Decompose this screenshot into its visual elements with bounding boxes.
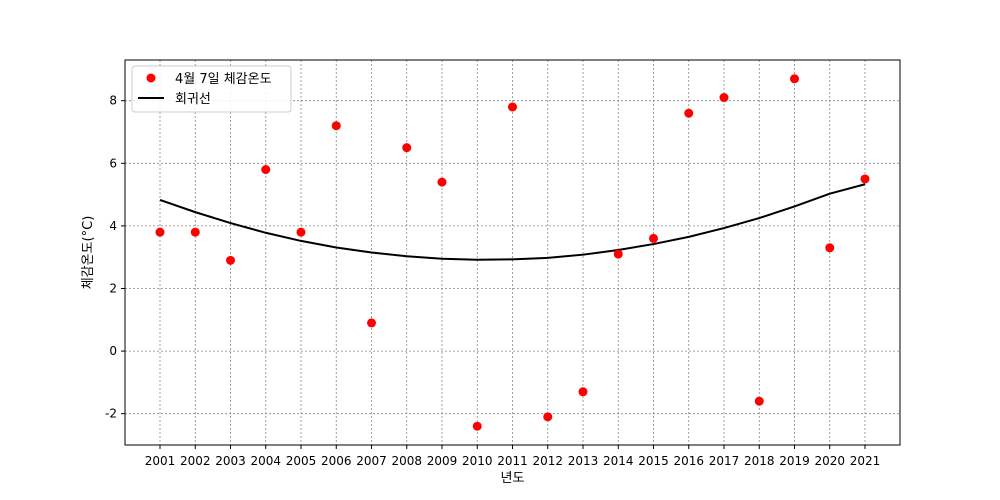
x-tick-label: 2016 (673, 454, 704, 468)
data-point (190, 227, 200, 237)
scatter-series (155, 74, 870, 431)
data-point (860, 174, 870, 184)
x-tick-label: 2005 (286, 454, 317, 468)
data-point (719, 93, 729, 103)
x-tick-label: 2014 (603, 454, 634, 468)
legend-marker-scatter (146, 73, 156, 83)
data-point (155, 227, 165, 237)
data-point (296, 227, 306, 237)
y-tick-label: 8 (109, 94, 117, 108)
y-tick-label: -2 (105, 407, 117, 421)
regression-line (159, 183, 866, 261)
x-tick-label: 2021 (850, 454, 881, 468)
legend-label-line: 회귀선 (175, 92, 211, 107)
y-tick-label: 2 (109, 281, 117, 295)
plot-frame (124, 59, 901, 446)
data-point (437, 177, 447, 187)
x-tick-label: 2019 (779, 454, 810, 468)
y-tick-label: 6 (109, 156, 117, 170)
legend-label-scatter: 4월 7일 체감온도 (175, 72, 272, 87)
data-point (790, 74, 799, 84)
data-point (261, 165, 271, 175)
data-point (649, 233, 658, 243)
data-point (226, 255, 235, 265)
x-tick-label: 2003 (215, 454, 246, 468)
data-point (331, 121, 341, 131)
x-tick-label: 2018 (744, 454, 775, 468)
y-axis-ticks: -2 0 2 4 6 8 (105, 94, 125, 421)
data-point (578, 387, 588, 397)
legend-box (131, 65, 292, 113)
y-tick-label: 4 (109, 219, 117, 233)
data-point (684, 108, 694, 118)
x-tick-label: 2006 (321, 454, 352, 468)
data-point (543, 412, 553, 422)
y-tick-label: 0 (109, 344, 117, 358)
x-tick-label: 2020 (814, 454, 845, 468)
regression-line-series (159, 183, 866, 261)
data-point (508, 102, 517, 112)
data-point (613, 249, 623, 259)
legend: 4월 7일 체감온도 회귀선 (131, 65, 292, 113)
data-point (825, 243, 835, 253)
data-point (754, 396, 764, 406)
x-tick-label: 2007 (356, 454, 387, 468)
data-point (367, 318, 376, 328)
x-tick-label: 2001 (145, 454, 176, 468)
x-tick-label: 2015 (638, 454, 669, 468)
x-tick-label: 2009 (427, 454, 458, 468)
x-axis-label: 년도 (501, 471, 525, 486)
data-point (402, 143, 412, 153)
data-point (472, 421, 482, 431)
x-tick-label: 2010 (462, 454, 493, 468)
y-axis-label: 체감온도(°C) (81, 216, 96, 290)
x-tick-label: 2011 (497, 454, 528, 468)
x-tick-label: 2008 (391, 454, 422, 468)
x-axis-ticks: 2001 2002 2003 2004 2005 2006 2007 2008 2009 2010… (145, 445, 881, 468)
grid-lines (125, 60, 900, 445)
x-tick-label: 2002 (180, 454, 211, 468)
x-tick-label: 2012 (532, 454, 563, 468)
x-tick-label: 2017 (709, 454, 740, 468)
x-tick-label: 2004 (250, 454, 281, 468)
x-tick-label: 2013 (568, 454, 599, 468)
